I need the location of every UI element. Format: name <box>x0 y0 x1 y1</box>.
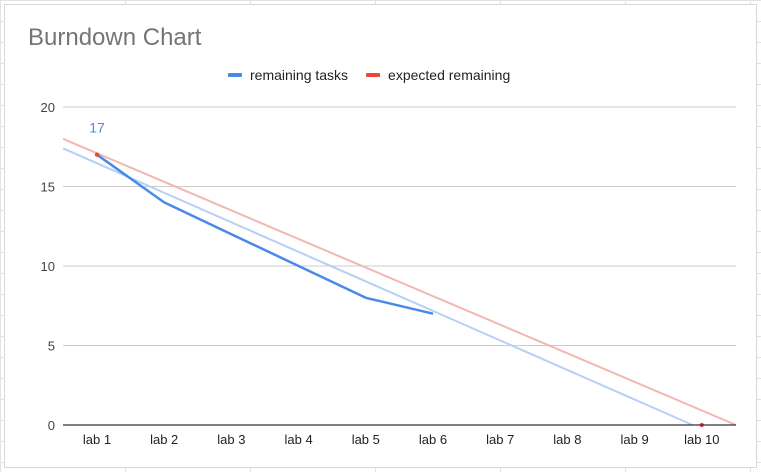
series-line-remaining-tasks <box>96 153 434 315</box>
chart-legend[interactable]: remaining tasks expected remaining <box>228 66 510 84</box>
y-tick-label: 0 <box>48 418 55 433</box>
x-tick-label: lab 7 <box>486 432 514 447</box>
legend-item-remaining-tasks[interactable]: remaining tasks <box>228 67 348 83</box>
legend-item-expected-remaining[interactable]: expected remaining <box>366 67 510 83</box>
x-tick-label: lab 8 <box>553 432 581 447</box>
x-tick-label: lab 3 <box>217 432 245 447</box>
data-label: 17 <box>89 120 105 136</box>
x-tick-label: lab 9 <box>620 432 648 447</box>
data-point-expected-remaining <box>94 152 100 157</box>
chart-title: Burndown Chart <box>28 24 202 51</box>
x-tick-label: lab 10 <box>684 432 719 447</box>
y-tick-label: 10 <box>41 259 55 274</box>
trendline-remaining-tasks <box>62 147 693 426</box>
chart-card <box>4 4 757 468</box>
x-tick-label: lab 5 <box>352 432 380 447</box>
x-tick-label: lab 2 <box>150 432 178 447</box>
y-tick-label: 20 <box>41 100 55 115</box>
x-tick-label: lab 6 <box>419 432 447 447</box>
legend-label-expected-remaining: expected remaining <box>388 67 511 83</box>
trendline-expected-remaining <box>62 137 737 426</box>
legend-swatch-remaining-tasks <box>228 73 242 77</box>
x-tick-label: lab 1 <box>83 432 111 447</box>
y-tick-label: 5 <box>48 339 55 354</box>
legend-swatch-expected-remaining <box>366 73 381 77</box>
x-tick-label: lab 4 <box>284 432 312 447</box>
y-tick-label: 15 <box>41 180 55 195</box>
legend-label-remaining-tasks: remaining tasks <box>250 67 349 83</box>
